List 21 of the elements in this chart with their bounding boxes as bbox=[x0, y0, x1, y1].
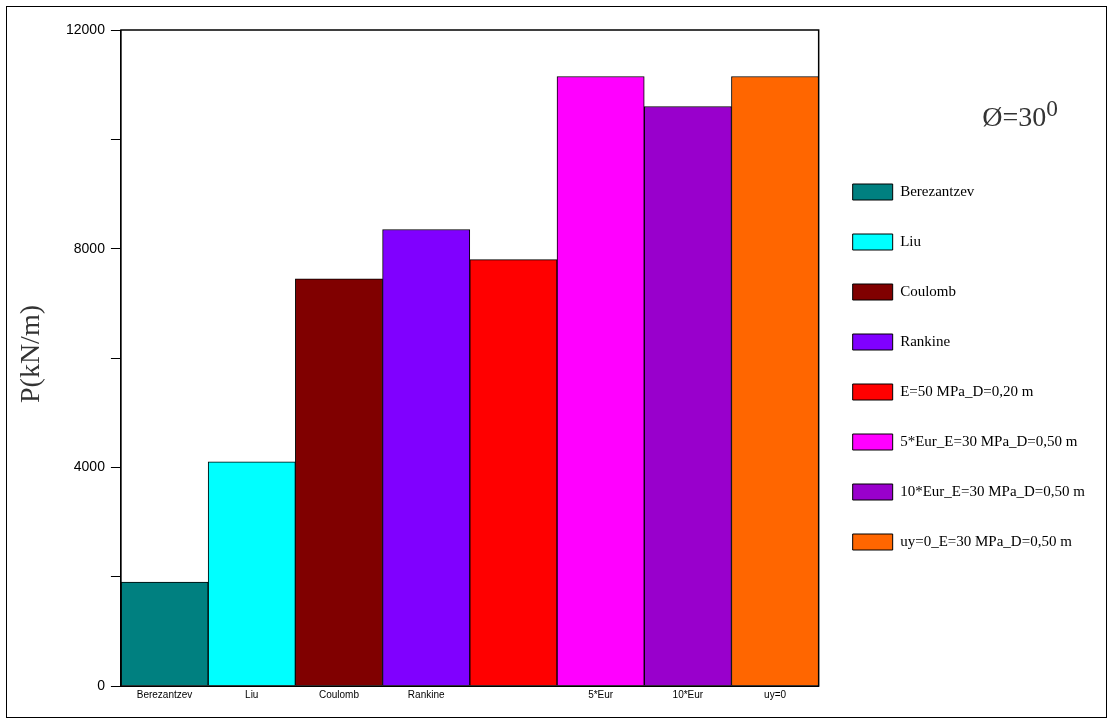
y-tick-label: 8000 bbox=[73, 239, 106, 256]
legend-label: Coulomb bbox=[900, 282, 957, 299]
legend-label: Rankine bbox=[900, 332, 951, 349]
y-axis-title: P(kN/m) bbox=[14, 305, 46, 403]
x-tick-label: 10*Eur bbox=[672, 688, 704, 700]
legend-title: Ø=30$^{0}$ bbox=[981, 95, 1059, 134]
legend-label: 10*Eur_E=30 MPa_D=0,50 m bbox=[900, 482, 1086, 499]
y-tick-label: 12000 bbox=[65, 20, 106, 37]
legend-label: uy=0_E=30 MPa_D=0,50 m bbox=[900, 532, 1073, 549]
y-tick-label: 0 bbox=[97, 676, 106, 693]
x-tick-label: Liu bbox=[245, 688, 259, 700]
legend-label: Berezantzev bbox=[900, 182, 975, 199]
legend-label: Liu bbox=[900, 232, 922, 249]
x-tick-label: Rankine bbox=[407, 688, 445, 700]
y-tick-label: 4000 bbox=[73, 458, 106, 475]
x-tick-label: Berezantzev bbox=[136, 688, 193, 700]
legend-label: E=50 MPa_D=0,20 m bbox=[900, 382, 1034, 399]
x-tick-label: uy=0 bbox=[764, 688, 787, 700]
x-tick-label: Coulomb bbox=[318, 688, 360, 700]
x-tick-label: 5*Eur bbox=[588, 688, 614, 700]
legend-label: 5*Eur_E=30 MPa_D=0,50 m bbox=[900, 432, 1078, 449]
